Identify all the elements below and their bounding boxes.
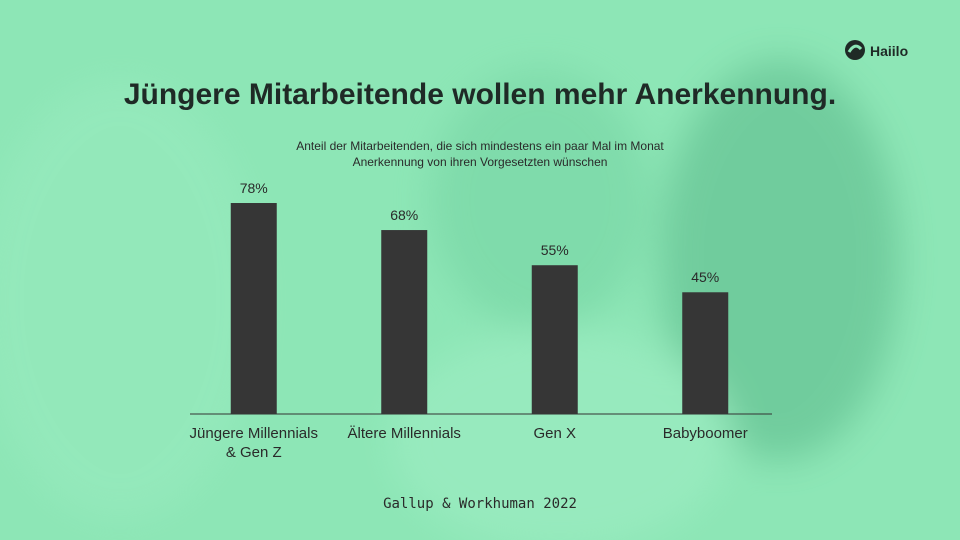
x-tick-label: Babyboomer [662, 425, 748, 442]
subtitle: Anerkennung von ihren Vorgesetzten wünsc… [352, 155, 608, 169]
x-tick-label: Ältere Millennials [347, 425, 461, 442]
bar [682, 292, 729, 414]
bar [230, 203, 277, 414]
value-label: 78% [239, 180, 268, 196]
chart-title: Jüngere Mitarbeitende wollen mehr Anerke… [123, 78, 837, 111]
x-tick-label: Gen X [533, 425, 577, 442]
subtitle: Anteil der Mitarbeitenden, die sich mind… [296, 139, 664, 153]
logo: Haiilo [870, 43, 909, 59]
value-label: 55% [540, 242, 569, 259]
value-label: 45% [691, 269, 720, 286]
bar [531, 265, 578, 414]
value-label: 68% [390, 207, 419, 224]
bar [381, 230, 428, 414]
x-tick-label: Jüngere Millennials & Gen Z [189, 425, 318, 461]
logo-icon [845, 40, 865, 60]
source: Gallup & Workhuman 2022 [383, 496, 577, 512]
